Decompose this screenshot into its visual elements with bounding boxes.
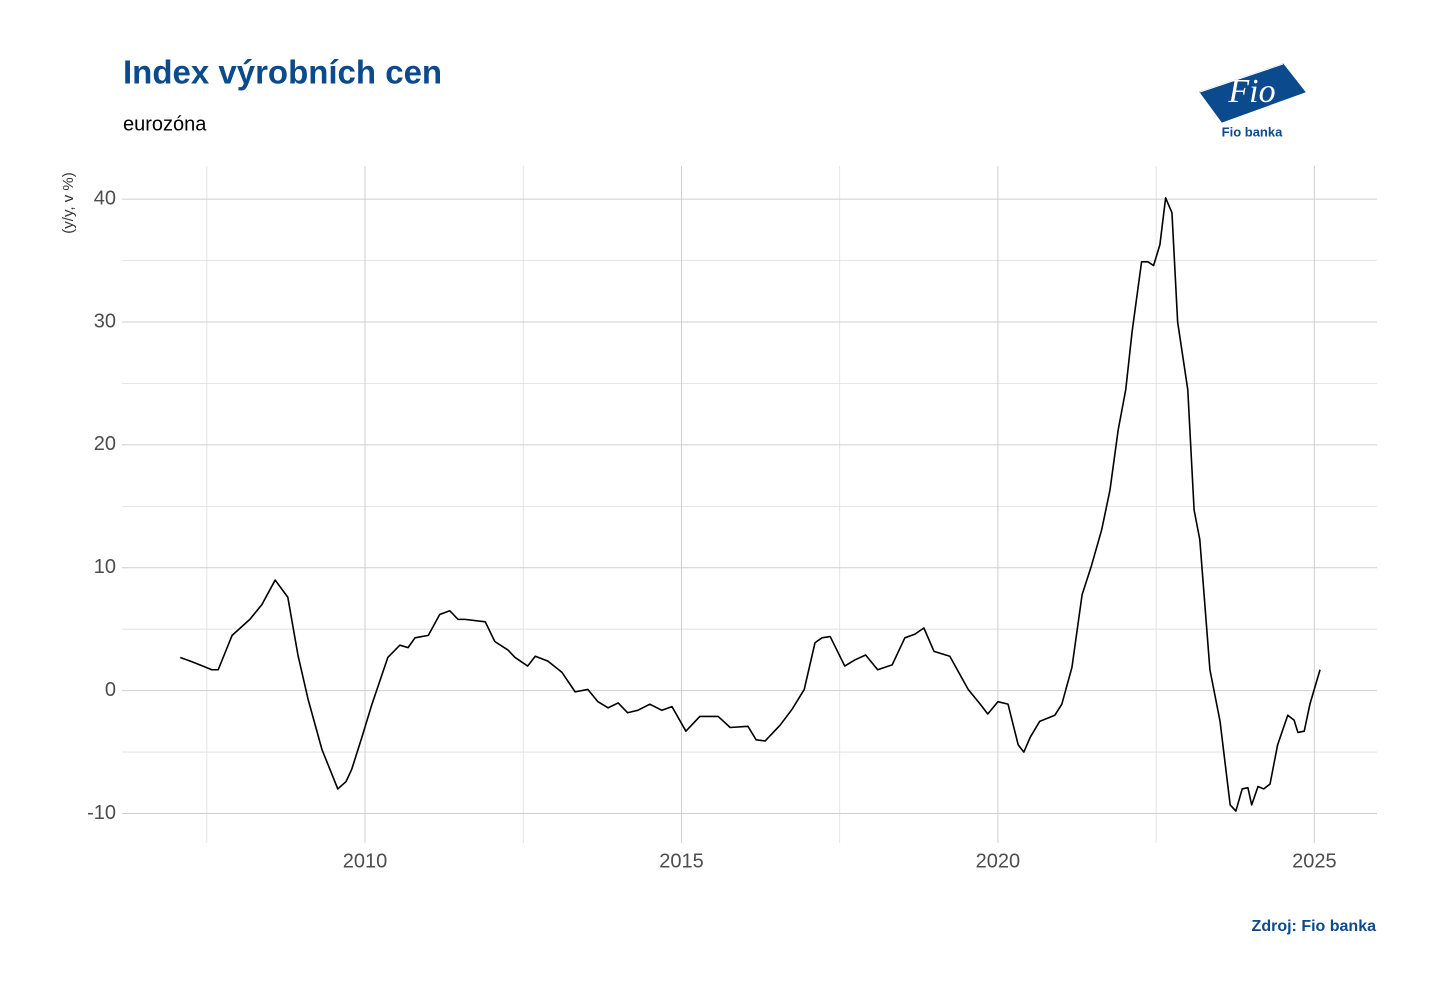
y-axis-label: (y/y, v %) (60, 172, 77, 233)
x-tick-label: 2010 (343, 850, 388, 872)
source: Zdroj: Fio banka (1252, 918, 1377, 935)
y-tick-label: 20 (94, 433, 116, 455)
y-tick-label: -10 (87, 802, 116, 824)
logo-name: Fio banka (1222, 124, 1283, 139)
logo-mark: Fio (1227, 73, 1275, 110)
y-tick-label: 0 (105, 679, 116, 701)
x-tick-label: 2015 (659, 850, 704, 872)
y-tick-label: 40 (94, 187, 116, 209)
y-tick-label: 30 (94, 310, 116, 332)
chart-title: Index výrobních cen (123, 54, 442, 91)
data-line (179, 197, 1321, 812)
y-tick-label: 10 (94, 556, 116, 578)
x-tick-label: 2025 (1292, 850, 1337, 872)
x-tick-label: 2020 (976, 850, 1021, 872)
chart-subtitle: eurozóna (123, 113, 207, 135)
logo: Fio Fio banka (1199, 63, 1306, 139)
logo-line (1199, 63, 1284, 93)
